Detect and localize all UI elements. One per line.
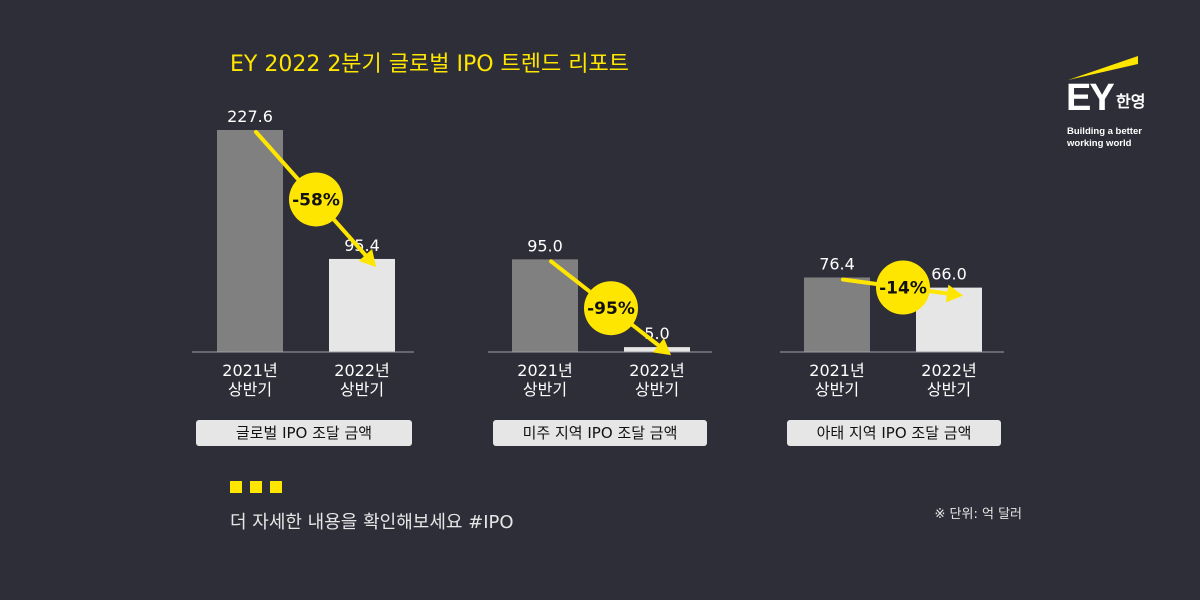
logo-tagline-line-1: Building a better bbox=[1067, 126, 1142, 137]
dot-icon bbox=[250, 481, 262, 493]
chart-label-americas: 미주 지역 IPO 조달 금액 bbox=[493, 420, 707, 446]
global-category-label-1: 상반기 bbox=[228, 380, 272, 399]
global-category-label-2: 상반기 bbox=[340, 380, 384, 399]
page-title: EY 2022 2분기 글로벌 IPO 트렌드 리포트 bbox=[230, 52, 629, 77]
dot-icon bbox=[270, 481, 282, 493]
asia-pacific-category-label-2: 2022년 bbox=[921, 361, 976, 380]
americas-category-label-1: 상반기 bbox=[523, 380, 567, 399]
global-change-badge bbox=[289, 172, 343, 227]
chart-label-asia-pacific: 아태 지역 IPO 조달 금액 bbox=[787, 420, 1001, 446]
global-change-label: -58% bbox=[292, 190, 340, 210]
ey-logo: EY 한영 Building a better working world bbox=[1064, 54, 1174, 154]
chart-label-global: 글로벌 IPO 조달 금액 bbox=[196, 420, 412, 446]
asia-pacific-change-badge bbox=[876, 260, 930, 315]
unit-note: ※ 단위: 억 달러 bbox=[934, 507, 1022, 522]
americas-value-label-2: 5.0 bbox=[644, 324, 669, 343]
ey-beam-icon bbox=[1068, 56, 1138, 80]
dot-icon bbox=[230, 481, 242, 493]
logo-ey-text: EY bbox=[1066, 77, 1115, 119]
asia-pacific-change-arrow-head bbox=[945, 284, 963, 303]
asia-pacific-category-label-2: 상반기 bbox=[927, 380, 971, 399]
asia-pacific-change-label: -14% bbox=[879, 279, 927, 299]
asia-pacific-value-label-2: 66.0 bbox=[931, 265, 967, 284]
global-category-label-1: 2021년 bbox=[222, 361, 277, 380]
global-category-label-2: 2022년 bbox=[334, 361, 389, 380]
decorative-dots bbox=[230, 481, 282, 493]
americas-category-label-1: 2021년 bbox=[517, 361, 572, 380]
logo-tagline-line-2: working world bbox=[1067, 138, 1132, 149]
global-change-arrow-head bbox=[358, 249, 376, 267]
americas-category-label-2: 2022년 bbox=[629, 361, 684, 380]
asia-pacific-value-label-1: 76.4 bbox=[819, 254, 855, 273]
asia-pacific-category-label-1: 2021년 bbox=[809, 361, 864, 380]
logo-tagline: Building a better working world bbox=[1067, 126, 1142, 150]
americas-value-label-1: 95.0 bbox=[527, 236, 563, 255]
cta-text: 더 자세한 내용을 확인해보세요 #IPO bbox=[230, 512, 514, 533]
americas-change-arrow-head bbox=[652, 338, 671, 356]
global-value-label-1: 227.6 bbox=[227, 107, 273, 126]
global-bar-2 bbox=[329, 258, 395, 352]
americas-category-label-2: 상반기 bbox=[635, 380, 679, 399]
americas-change-label: -95% bbox=[587, 299, 635, 319]
americas-change-badge bbox=[584, 281, 638, 336]
global-bar-1 bbox=[217, 130, 283, 352]
asia-pacific-bar-1 bbox=[804, 277, 870, 352]
asia-pacific-category-label-1: 상반기 bbox=[815, 380, 859, 399]
logo-korean-text: 한영 bbox=[1116, 92, 1146, 111]
